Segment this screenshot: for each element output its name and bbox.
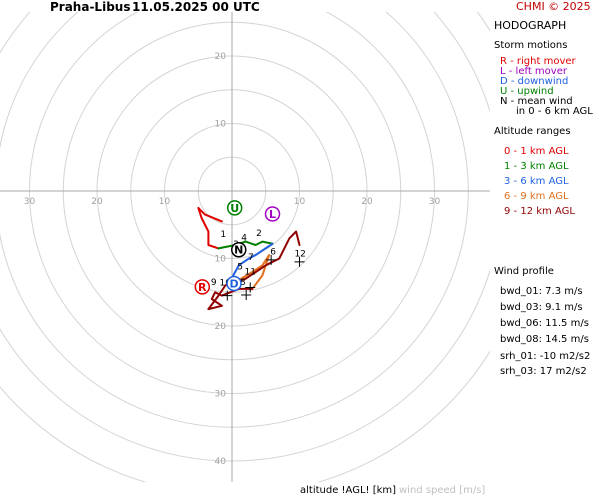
wind-profile-item: srh_03: 17 m2/s2: [500, 366, 587, 377]
storm-motion-item: R - right mover: [500, 56, 576, 67]
x-tick-label: 20: [361, 197, 373, 207]
storm-motion-item: U - upwind: [500, 86, 554, 97]
storm-marker-letter: L: [269, 208, 276, 221]
altitude-label: 1: [220, 230, 226, 240]
x-tick-label: 30: [24, 197, 36, 207]
storm-marker-letter: N: [234, 244, 243, 257]
y-tick-label: 10: [215, 120, 227, 130]
storm-motion-item: D - downwind: [500, 76, 569, 87]
storm-marker-circle: [226, 275, 242, 292]
wind-profile-item: bwd_06: 11.5 m/s: [500, 318, 589, 329]
x-tick-label: 20: [91, 197, 103, 207]
wind-speed-unit-label: wind speed [m/s]: [399, 485, 486, 496]
storm-motion-markers: R L D U N: [194, 200, 281, 295]
storm-marker-circle: [226, 200, 243, 216]
altitude-label: 10: [220, 279, 232, 289]
altitude-label: 12: [294, 249, 305, 259]
y-tick-label: 30: [215, 390, 227, 400]
storm-marker-letter: D: [229, 277, 238, 290]
y-tick-label: 20: [215, 322, 227, 332]
x-tick-label: 10: [294, 197, 306, 207]
sounding-datetime: 11.05.2025 00 UTC: [132, 0, 260, 14]
altitude-cross-mark: [266, 254, 277, 265]
x-tick-label: 30: [429, 197, 441, 207]
wind-profile-item: srh_01: -10 m2/s2: [500, 351, 591, 362]
storm-marker-circle: [264, 206, 281, 222]
wind-profile-item: bwd_08: 14.5 m/s: [500, 334, 589, 345]
altitude-label: 6: [270, 247, 276, 257]
wind-profile-item: bwd_01: 7.3 m/s: [500, 286, 583, 297]
altitude-cross-mark: [222, 290, 233, 301]
storm-motions-title: Storm motions: [494, 40, 568, 51]
altitude-label: 8: [240, 278, 246, 288]
hodograph-segment-line: [207, 230, 301, 311]
altitude-label: 11: [244, 268, 255, 278]
storm-motion-item: N - mean wind: [500, 96, 573, 107]
wind-profile-item: bwd_03: 9.1 m/s: [500, 302, 583, 313]
altitude-cross-mark: [294, 256, 305, 267]
hodograph-segment-line: [234, 254, 271, 290]
y-tick-label: 20: [215, 52, 227, 62]
altitude-label: 9: [211, 278, 217, 288]
y-tick-label: 10: [215, 255, 227, 265]
altitude-range-item: 6 - 9 km AGL: [504, 191, 569, 202]
altitude-label: 2: [256, 229, 262, 239]
altitude-cross-mark: [245, 282, 256, 293]
altitude-range-item: 3 - 6 km AGL: [504, 176, 569, 187]
altitude-range-item: 1 - 3 km AGL: [504, 161, 569, 172]
altitude-ranges-title: Altitude ranges: [494, 126, 571, 137]
range-ring: [0, 12, 490, 462]
credit-label: CHMI © 2025: [516, 0, 591, 13]
altitude-label: 7: [248, 253, 254, 263]
storm-marker-circle: [194, 279, 211, 295]
storm-motion-item: in 0 - 6 km AGL: [516, 106, 593, 117]
altitude-label: 5: [237, 262, 243, 272]
altitude-unit-label: altitude !AGL! [km]: [300, 485, 397, 496]
altitude-range-item: 0 - 1 km AGL: [504, 146, 569, 157]
storm-marker-letter: R: [198, 281, 207, 294]
altitude-crosses: [222, 254, 305, 301]
storm-motion-item: L - left mover: [500, 66, 567, 77]
panel-title: HODOGRAPH: [494, 19, 567, 32]
axis-tick-labels: 30 20 10 10 20 30 20 10 10 20 30 40: [24, 52, 441, 467]
station-name: Praha-Libus: [50, 0, 131, 14]
wind-profile-title: Wind profile: [494, 266, 554, 277]
y-tick-label: 40: [215, 457, 227, 467]
altitude-range-item: 9 - 12 km AGL: [504, 206, 575, 217]
altitude-label: 4: [241, 233, 247, 243]
x-tick-label: 10: [159, 197, 171, 207]
altitude-cross-mark: [241, 289, 252, 300]
hodograph-segment-line: [197, 206, 223, 250]
storm-marker-letter: U: [230, 202, 239, 215]
storm-marker-circle: [231, 241, 247, 258]
